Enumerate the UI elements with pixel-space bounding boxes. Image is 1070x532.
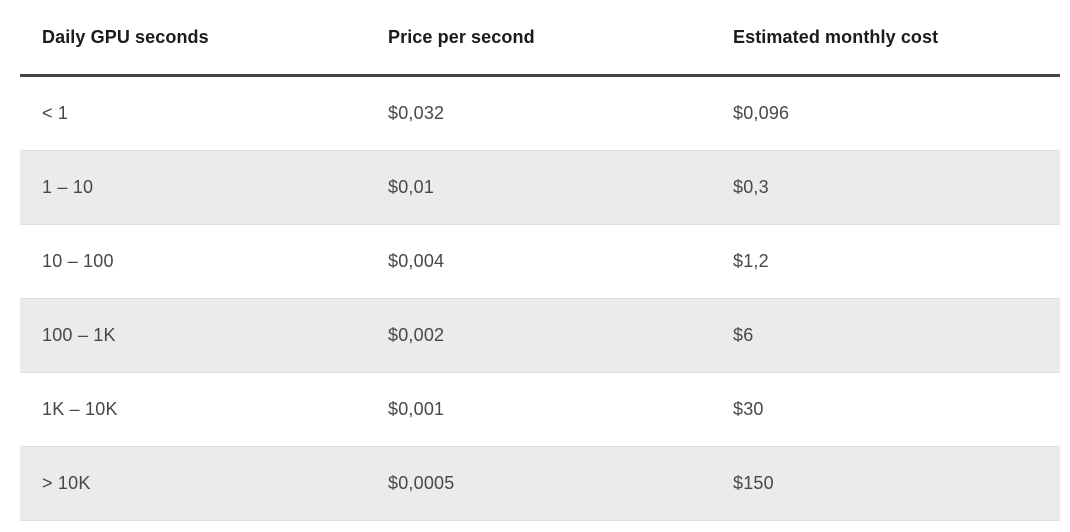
cell-estimated-monthly-cost: $0,096: [733, 103, 790, 123]
table-row: 1K – 10K $0,001 $30: [20, 373, 1060, 447]
pricing-table: Daily GPU seconds Price per second Estim…: [20, 0, 1060, 521]
cell-price-per-second: $0,032: [388, 103, 445, 123]
table-row: 1 – 10 $0,01 $0,3: [20, 150, 1060, 225]
table-row: < 1 $0,032 $0,096: [20, 76, 1060, 151]
cell-price-per-second: $0,01: [366, 150, 711, 225]
column-header-estimated-monthly-cost: Estimated monthly cost: [711, 0, 1060, 77]
cell-daily-gpu-seconds: 1K – 10K: [42, 399, 118, 419]
cell-price-per-second: $0,002: [366, 298, 711, 373]
cell-estimated-monthly-cost: $0,3: [711, 150, 1060, 225]
table-row: > 10K $0,0005 $150: [20, 446, 1060, 521]
cell-daily-gpu-seconds: > 10K: [20, 446, 366, 521]
column-header-price-per-second: Price per second: [366, 0, 711, 77]
cell-estimated-monthly-cost: $6: [711, 298, 1060, 373]
table-row: 10 – 100 $0,004 $1,2: [20, 225, 1060, 299]
table-row: 100 – 1K $0,002 $6: [20, 298, 1060, 373]
cell-price-per-second: $0,001: [388, 399, 445, 419]
cell-daily-gpu-seconds: 1 – 10: [20, 150, 366, 225]
cell-price-per-second: $0,004: [388, 251, 445, 271]
cell-estimated-monthly-cost: $30: [733, 399, 764, 419]
cell-estimated-monthly-cost: $150: [711, 446, 1060, 521]
header-row: Daily GPU seconds Price per second Estim…: [20, 0, 1060, 77]
cell-daily-gpu-seconds: 100 – 1K: [20, 298, 366, 373]
cell-price-per-second: $0,0005: [366, 446, 711, 521]
cell-daily-gpu-seconds: < 1: [42, 103, 69, 123]
column-header-daily-gpu-seconds: Daily GPU seconds: [20, 0, 366, 77]
gpu-pricing-table: Daily GPU seconds Price per second Estim…: [20, 0, 1060, 521]
cell-estimated-monthly-cost: $1,2: [733, 251, 769, 271]
cell-daily-gpu-seconds: 10 – 100: [42, 251, 114, 271]
